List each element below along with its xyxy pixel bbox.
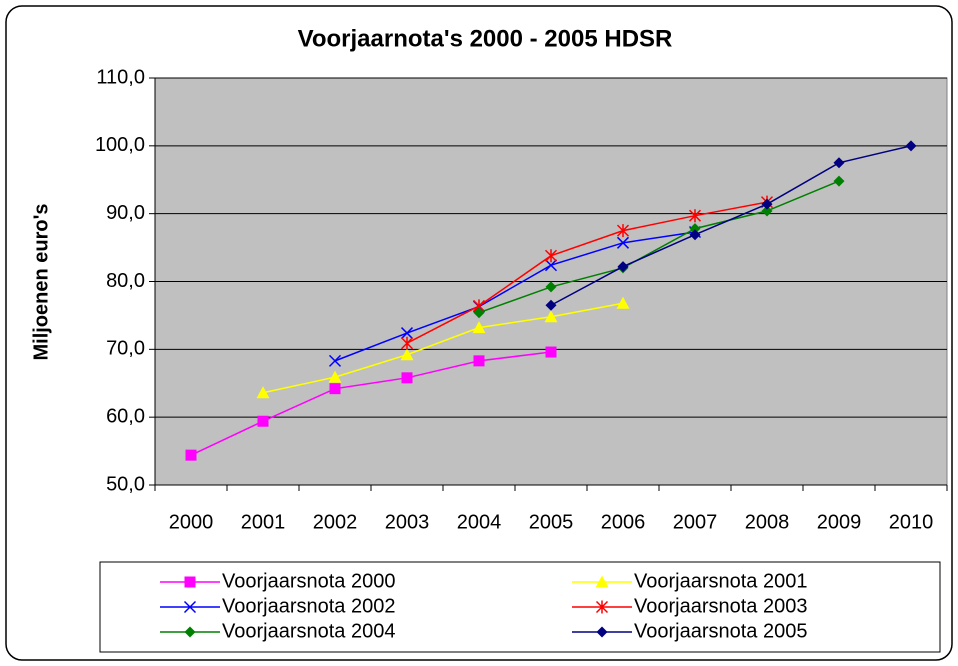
x-tick-label: 2003 (385, 511, 430, 533)
series-line (190, 351, 552, 456)
y-tick-label: 60,0 (106, 405, 145, 427)
y-tick-label: 90,0 (106, 202, 145, 224)
x-tick-label: 2010 (889, 511, 934, 533)
data-point (689, 223, 701, 235)
legend-box (99, 561, 941, 653)
data-point (616, 296, 630, 309)
data-point (833, 157, 845, 169)
x-tick-label: 2001 (241, 511, 286, 533)
x-tick-label: 2006 (601, 511, 646, 533)
series-line (550, 145, 912, 306)
data-point (400, 327, 414, 340)
data-point (544, 249, 558, 263)
legend-label: Voorjaarsnota 2001 (634, 570, 807, 592)
data-point (256, 386, 270, 399)
data-point (545, 346, 557, 358)
x-tick-label: 2000 (169, 511, 214, 533)
y-tick-label: 100,0 (95, 134, 145, 156)
legend-label: Voorjaarsnota 2002 (222, 595, 395, 617)
data-point (185, 449, 197, 461)
data-point (400, 348, 414, 361)
series-line (478, 180, 840, 314)
legend-marker (184, 626, 196, 638)
data-point (400, 336, 414, 350)
data-point (473, 307, 485, 319)
data-point (616, 224, 630, 238)
legend-marker (595, 575, 609, 588)
data-point (545, 299, 557, 311)
legend-label: Voorjaarsnota 2003 (634, 595, 807, 617)
legend-marker (596, 626, 608, 638)
data-point (544, 259, 558, 272)
legend-label: Voorjaarsnota 2004 (222, 620, 395, 642)
data-point (329, 383, 341, 395)
data-point (905, 140, 917, 152)
data-point (761, 198, 773, 210)
data-point (688, 209, 702, 223)
legend-label: Voorjaarsnota 2000 (222, 570, 395, 592)
x-tick-label: 2009 (817, 511, 862, 533)
x-tick-label: 2008 (745, 511, 790, 533)
data-point (473, 355, 485, 367)
chart-title: Voorjaarnota's 2000 - 2005 HDSR (298, 25, 673, 52)
data-point (472, 321, 486, 334)
x-tick-label: 2005 (529, 511, 574, 533)
data-point (689, 229, 701, 241)
legend-marker (595, 600, 609, 614)
data-point (328, 354, 342, 367)
x-tick-label: 2004 (457, 511, 502, 533)
x-tick-label: 2002 (313, 511, 358, 533)
legend-label: Voorjaarsnota 2005 (634, 620, 807, 642)
series-line (334, 231, 696, 362)
data-point (401, 372, 413, 384)
series-line (406, 201, 768, 344)
data-point (617, 261, 629, 273)
y-tick-label: 110,0 (96, 66, 145, 88)
data-point (616, 236, 630, 249)
data-point (328, 370, 342, 383)
data-point (257, 415, 269, 427)
data-point (545, 281, 557, 293)
y-tick-label: 70,0 (106, 338, 145, 360)
series-line (262, 302, 624, 394)
data-point (833, 175, 845, 187)
data-point (761, 205, 773, 217)
legend-marker (184, 576, 196, 588)
y-axis-title: Miljoenen euro's (30, 203, 52, 360)
legend-marker (183, 600, 197, 614)
x-tick-label: 2007 (673, 511, 718, 533)
data-point (544, 310, 558, 323)
y-tick-label: 80,0 (106, 270, 145, 292)
y-tick-label: 50,0 (106, 473, 145, 495)
